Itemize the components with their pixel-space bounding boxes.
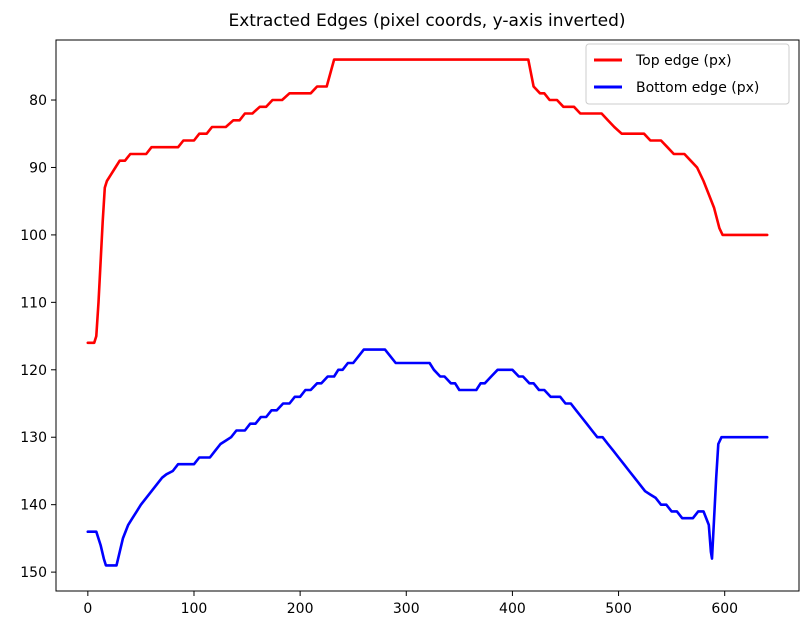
legend-label-top-edge: Top edge (px) [635, 53, 732, 69]
legend: Top edge (px) Bottom edge (px) [585, 43, 790, 105]
legend-box [585, 43, 790, 105]
y-tick-label: 90 [29, 160, 47, 176]
y-tick-label: 80 [29, 93, 47, 109]
y-tick-label: 150 [20, 565, 47, 581]
y-tick-label: 140 [20, 498, 47, 514]
x-tick-label: 500 [605, 601, 632, 617]
x-axis: 0 100 200 300 400 500 600 [83, 591, 738, 617]
x-tick-label: 600 [711, 601, 738, 617]
y-tick-label: 110 [20, 295, 47, 311]
chart-title: Extracted Edges (pixel coords, y-axis in… [228, 11, 625, 31]
y-tick-label: 130 [20, 430, 47, 446]
series-line-top-edge [86, 58, 769, 345]
series-line-bottom-edge [86, 348, 769, 567]
x-tick-label: 0 [83, 601, 92, 617]
y-tick-label: 100 [20, 228, 47, 244]
x-tick-label: 300 [393, 601, 420, 617]
y-tick-label: 120 [20, 363, 47, 379]
x-tick-label: 400 [499, 601, 526, 617]
legend-label-bottom-edge: Bottom edge (px) [636, 80, 759, 96]
series-lines [86, 58, 769, 567]
x-tick-label: 200 [287, 601, 314, 617]
x-tick-label: 100 [181, 601, 208, 617]
plot-area [55, 39, 800, 592]
y-axis: 80 90 100 110 120 130 140 150 [20, 93, 56, 581]
